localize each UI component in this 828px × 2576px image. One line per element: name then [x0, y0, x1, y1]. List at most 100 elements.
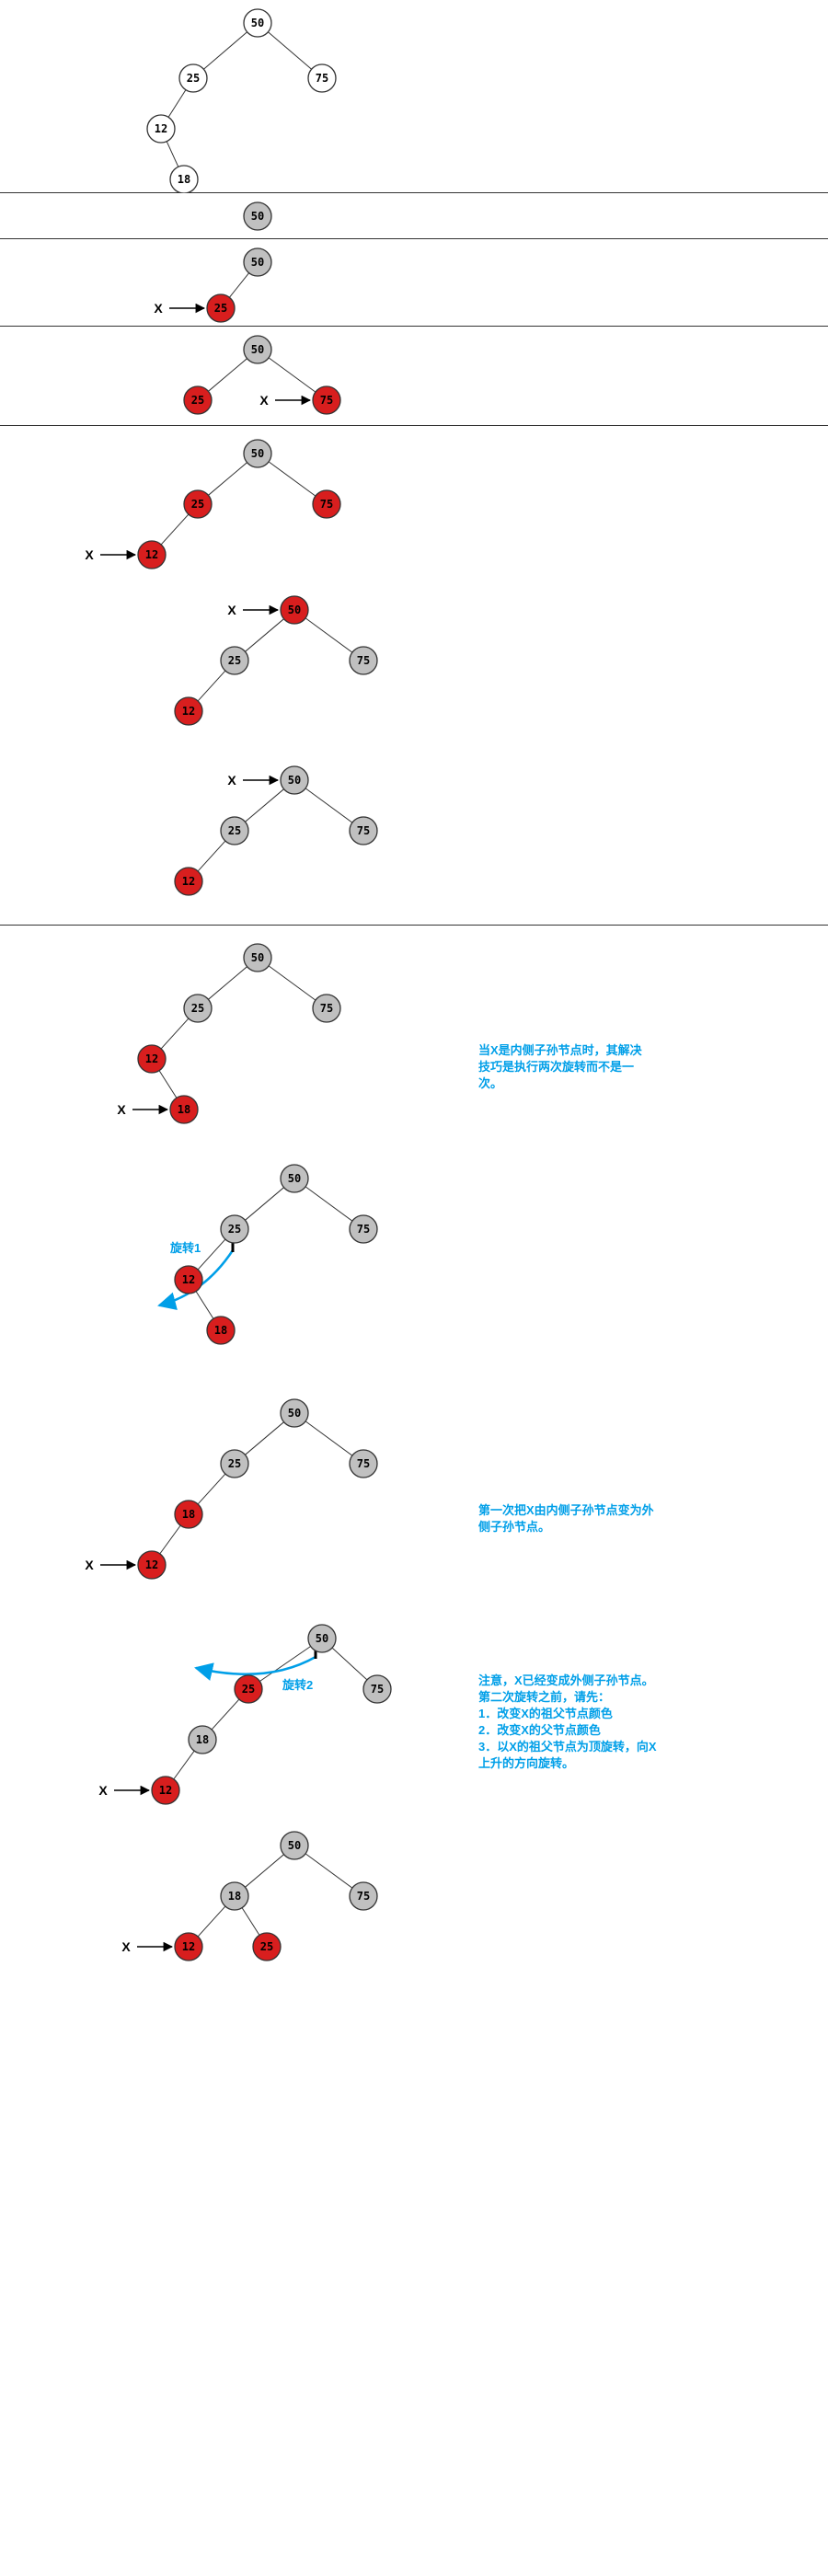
tree-panel-p4: 502575X	[0, 327, 828, 426]
tree-node: 50	[308, 1625, 336, 1652]
tree-node: 25	[179, 64, 207, 92]
tree-panel-p1: 50 25 75 12 18	[0, 0, 828, 193]
tree-node: 18	[207, 1317, 235, 1344]
node-label: 12	[145, 548, 158, 561]
tree-node: 75	[350, 647, 377, 674]
tree-node: 75	[350, 1215, 377, 1243]
x-label: X	[227, 603, 236, 617]
node-label: 12	[145, 1558, 158, 1571]
tree-node: 50	[281, 1399, 308, 1427]
node-label: 25	[214, 302, 227, 315]
tree-node: 50	[244, 9, 271, 37]
tree-node: 25	[221, 1450, 248, 1478]
tree-panel-p6: 50257512X	[0, 587, 828, 753]
node-label: 50	[288, 1172, 301, 1185]
tree-node: 75	[350, 1450, 377, 1478]
tree-edge	[160, 1525, 180, 1554]
tree-node: 12	[138, 1045, 166, 1073]
tree-panel-p8: 5025751218X当X是内侧子孙节点时，其解决技巧是执行两次旋转而不是一次。	[0, 926, 828, 1151]
x-label: X	[117, 1102, 126, 1117]
tree-edge	[198, 841, 225, 871]
tree-node: 75	[350, 1882, 377, 1910]
node-label: 75	[357, 654, 370, 667]
tree-edge	[269, 358, 316, 392]
tree-node: 25	[221, 1215, 248, 1243]
tree-node: 25	[253, 1933, 281, 1961]
tree-node: 12	[147, 115, 175, 143]
tree-node: 25	[221, 647, 248, 674]
node-label: 12	[159, 1784, 172, 1797]
annotation-text: 上升的方向旋转。	[478, 1756, 574, 1770]
tree-panel-p12: 5018751225X	[0, 1818, 828, 2002]
node-label: 75	[320, 498, 333, 511]
annotation-text: 当X是内侧子孙节点时，其解决	[478, 1043, 643, 1057]
x-label: X	[85, 1558, 94, 1572]
annotation-text: 3．以X的祖父节点为顶旋转，向X	[478, 1740, 657, 1754]
annotation-text: 技巧是执行两次旋转而不是一	[478, 1060, 634, 1074]
node-label: 75	[357, 1457, 370, 1470]
tree-edge	[269, 966, 316, 1000]
node-label: 18	[214, 1324, 227, 1337]
tree-edge	[305, 1854, 352, 1888]
tree-edge	[245, 619, 283, 652]
tree-edge	[198, 1906, 225, 1937]
tree-node: 75	[313, 995, 340, 1022]
annotation-text: 2．改变X的父节点颜色	[478, 1723, 601, 1737]
node-label: 50	[251, 256, 264, 269]
node-label: 50	[251, 210, 264, 223]
tree-panel-p2: 50	[0, 193, 828, 239]
x-label: X	[98, 1783, 108, 1798]
tree-node: 75	[313, 386, 340, 414]
tree-edge	[245, 1422, 283, 1455]
x-label: X	[85, 547, 94, 562]
tree-node: 18	[221, 1882, 248, 1910]
tree-node: 50	[281, 1832, 308, 1859]
annotation-text: 1．改变X的祖父节点颜色	[478, 1707, 613, 1720]
tree-node: 12	[175, 1266, 202, 1294]
node-label: 50	[251, 17, 264, 29]
tree-panel-p5: 50257512X	[0, 426, 828, 587]
tree-edge	[208, 463, 247, 496]
node-label: 75	[357, 1223, 370, 1236]
x-label: X	[121, 1939, 131, 1954]
node-label: 50	[288, 774, 301, 787]
tree-node: 50	[281, 1165, 308, 1192]
node-label: 12	[182, 1273, 195, 1286]
node-label: 50	[288, 604, 301, 616]
annotation-text: 次。	[478, 1076, 502, 1090]
tree-node: 50	[281, 766, 308, 794]
tree-edge	[305, 1421, 352, 1455]
node-label: 18	[178, 173, 190, 186]
tree-edge	[203, 32, 247, 69]
node-label: 18	[178, 1103, 190, 1116]
node-label: 25	[191, 1002, 204, 1015]
node-label: 50	[288, 1839, 301, 1852]
node-label: 25	[260, 1940, 273, 1953]
tree-edge	[332, 1648, 367, 1680]
tree-node: 25	[184, 995, 212, 1022]
tree-node: 25	[235, 1675, 262, 1703]
tree-edge	[245, 1188, 283, 1221]
annotation-text: 侧子孙节点。	[478, 1520, 550, 1534]
tree-node: 18	[170, 166, 198, 193]
tree-node: 12	[138, 541, 166, 569]
tree-node: 25	[207, 294, 235, 322]
tree-panel-p7: 50257512X	[0, 753, 828, 926]
tree-node: 75	[363, 1675, 391, 1703]
tree-edge	[242, 1908, 259, 1936]
x-label: X	[227, 773, 236, 788]
tree-node: 75	[313, 490, 340, 518]
tree-edge	[196, 1292, 213, 1319]
tree-node: 75	[308, 64, 336, 92]
node-label: 75	[357, 1890, 370, 1903]
tree-edge	[198, 1474, 225, 1504]
tree-node: 25	[221, 817, 248, 845]
node-label: 50	[251, 447, 264, 460]
node-label: 25	[187, 72, 200, 85]
tree-edge	[268, 32, 311, 69]
rotation-label: 旋转2	[282, 1678, 313, 1692]
node-label: 25	[242, 1683, 255, 1696]
tree-node: 50	[244, 336, 271, 363]
tree-node: 12	[152, 1777, 179, 1804]
node-label: 75	[316, 72, 328, 85]
